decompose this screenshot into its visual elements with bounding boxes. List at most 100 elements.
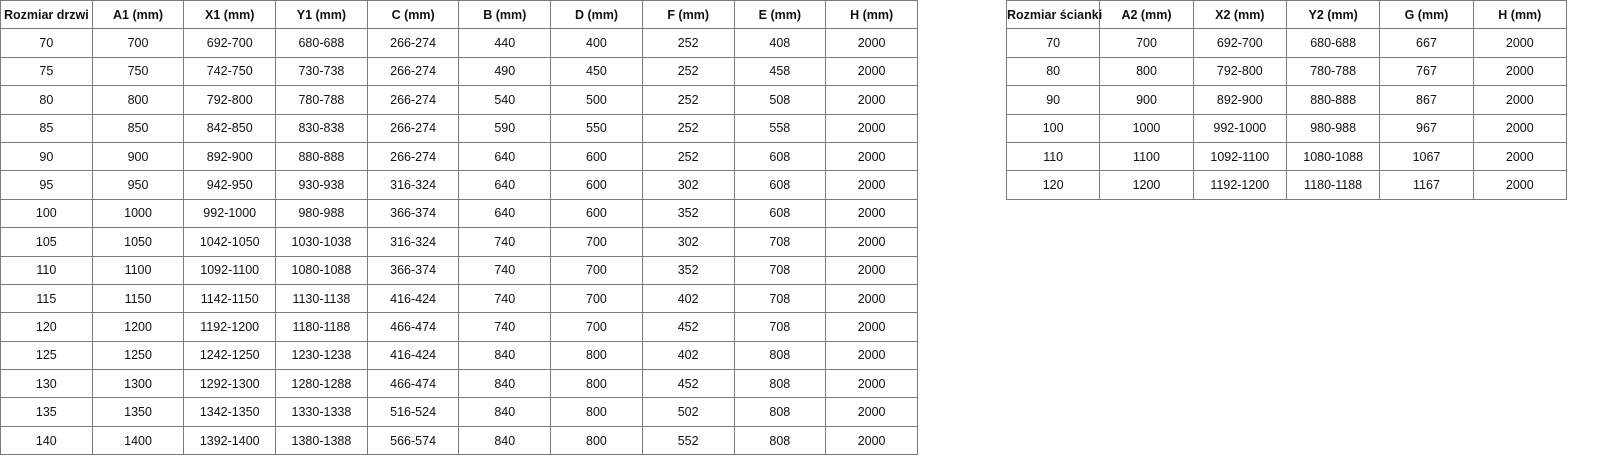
table-cell: 130 [0, 369, 93, 399]
table-cell: 550 [550, 113, 643, 143]
table-cell: 800 [550, 397, 643, 427]
table-cell: 140 [0, 425, 93, 456]
column-header: E (mm) [733, 0, 827, 30]
column-header: D (mm) [550, 0, 643, 30]
table-cell: 1030-1038 [275, 227, 368, 257]
table-cell: 700 [550, 255, 643, 285]
table-cell: 842-850 [183, 113, 277, 143]
table-cell: 1350 [91, 397, 185, 427]
table-row: 75 750 742-750 730-738 266-274 490 450 252 458 20… [0, 56, 918, 87]
table-cell: 767 [1379, 56, 1474, 87]
table-cell: 70 [0, 28, 93, 58]
table-cell: 1200 [91, 312, 185, 342]
table-cell: 120 [1005, 170, 1101, 200]
table-cell: 680-688 [1285, 28, 1381, 58]
table-cell: 1292-1300 [183, 369, 277, 399]
table-row: 120 1200 1192-1200 1180-1188 1167 2000 [1005, 170, 1568, 200]
wall-dimensions-table: Rozmiar ścianki A2 (mm) X2 (mm) Y2 (mm) G (m… [1005, 0, 1568, 200]
table-cell: 992-1000 [1192, 113, 1287, 143]
table-cell: 316-324 [366, 170, 460, 200]
column-header: F (mm) [641, 0, 735, 30]
table-cell: 400 [550, 28, 643, 58]
table-cell: 1000 [91, 198, 185, 229]
column-header: Rozmiar ścianki [1005, 0, 1102, 30]
table-cell: 402 [641, 283, 735, 314]
table-row: 140 1400 1392-1400 1380-1388 566-574 840 800 55… [0, 425, 918, 456]
table-cell: 892-900 [1192, 85, 1287, 115]
door-dimensions-table: Rozmiar drzwi A1 (mm) X1 (mm) Y1 (mm) C (mm)… [0, 0, 918, 456]
header-row: Rozmiar ścianki A2 (mm) X2 (mm) Y2 (mm) G (m… [1005, 0, 1568, 30]
table-cell: 266-274 [366, 28, 460, 58]
table-cell: 1130-1138 [275, 283, 368, 314]
table-cell: 1300 [91, 369, 185, 399]
table-cell: 680-688 [275, 28, 368, 58]
table-row: 130 1300 1292-1300 1280-1288 466-474 840 800 45… [0, 369, 918, 399]
column-header: H (mm) [825, 0, 918, 30]
table-cell: 640 [458, 141, 552, 172]
table-cell: 2000 [825, 227, 918, 257]
table-cell: 840 [458, 397, 552, 427]
table-cell: 1000 [1099, 113, 1194, 143]
table-cell: 692-700 [183, 28, 277, 58]
table-cell: 808 [733, 369, 827, 399]
table-cell: 1192-1200 [183, 312, 277, 342]
table-row: 85 850 842-850 830-838 266-274 590 550 252 558 20… [0, 113, 918, 143]
table-cell: 590 [458, 113, 552, 143]
table-cell: 252 [641, 28, 735, 58]
column-header: A1 (mm) [91, 0, 185, 30]
table-cell: 302 [641, 170, 735, 200]
column-header: G (mm) [1379, 0, 1474, 30]
table-cell: 266-274 [366, 141, 460, 172]
table-cell: 1400 [91, 425, 185, 456]
table-cell: 608 [733, 170, 827, 200]
table-cell: 800 [550, 340, 643, 371]
table-row: 135 1350 1342-1350 1330-1338 516-524 840 800 50… [0, 397, 918, 427]
table-cell: 1092-1100 [1192, 141, 1287, 172]
table-cell: 566-574 [366, 425, 460, 456]
table-row: 110 1100 1092-1100 1080-1088 366-374 740 700 35… [0, 255, 918, 285]
table-row: 70 700 692-700 680-688 266-274 440 400 252 408 20… [0, 28, 918, 58]
column-header: B (mm) [458, 0, 552, 30]
table-cell: 1230-1238 [275, 340, 368, 371]
header-row: Rozmiar drzwi A1 (mm) X1 (mm) Y1 (mm) C (mm)… [0, 0, 918, 30]
table-cell: 2000 [1472, 85, 1568, 115]
table-cell: 840 [458, 369, 552, 399]
table-cell: 366-374 [366, 255, 460, 285]
table-cell: 2000 [1472, 56, 1568, 87]
table-cell: 1342-1350 [183, 397, 277, 427]
table-cell: 70 [1005, 28, 1101, 58]
table-cell: 640 [458, 198, 552, 229]
table-cell: 75 [0, 56, 93, 87]
table-cell: 2000 [825, 369, 918, 399]
table-cell: 105 [0, 227, 93, 257]
table-cell: 792-800 [1192, 56, 1287, 87]
table-cell: 850 [91, 113, 185, 143]
table-cell: 1050 [91, 227, 185, 257]
table-cell: 366-374 [366, 198, 460, 229]
table-cell: 1200 [1099, 170, 1194, 200]
table-cell: 2000 [825, 425, 918, 456]
table-cell: 252 [641, 141, 735, 172]
table-cell: 700 [550, 312, 643, 342]
table-cell: 900 [91, 141, 185, 172]
table-cell: 408 [733, 28, 827, 58]
table-cell: 416-424 [366, 283, 460, 314]
table-cell: 252 [641, 85, 735, 115]
table-cell: 1330-1338 [275, 397, 368, 427]
table-cell: 2000 [825, 340, 918, 371]
table-cell: 2000 [1472, 170, 1568, 200]
table-cell: 266-274 [366, 56, 460, 87]
table-cell: 808 [733, 340, 827, 371]
table-cell: 540 [458, 85, 552, 115]
table-cell: 1092-1100 [183, 255, 277, 285]
table-cell: 708 [733, 255, 827, 285]
table-cell: 750 [91, 56, 185, 87]
table-cell: 692-700 [1192, 28, 1287, 58]
table-cell: 808 [733, 397, 827, 427]
table-row: 100 1000 992-1000 980-988 967 2000 [1005, 113, 1568, 143]
table-cell: 95 [0, 170, 93, 200]
column-header: X2 (mm) [1192, 0, 1287, 30]
table-cell: 2000 [825, 255, 918, 285]
table-row: 90 900 892-900 880-888 867 2000 [1005, 85, 1568, 115]
table-cell: 600 [550, 198, 643, 229]
